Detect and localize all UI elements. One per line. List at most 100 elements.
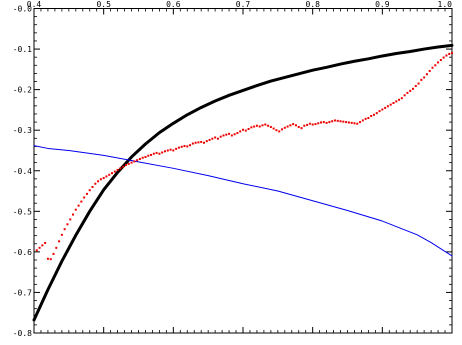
red-data-point bbox=[127, 162, 130, 165]
red-data-point bbox=[247, 127, 250, 130]
red-data-point bbox=[320, 121, 323, 124]
red-data-point bbox=[437, 61, 440, 64]
red-data-point bbox=[80, 200, 83, 203]
red-data-point bbox=[255, 124, 258, 127]
red-data-point bbox=[311, 123, 314, 126]
red-data-point bbox=[38, 246, 41, 249]
red-data-point bbox=[414, 84, 417, 87]
red-data-point bbox=[133, 160, 136, 163]
red-data-point bbox=[233, 133, 236, 136]
red-data-point bbox=[361, 119, 364, 122]
red-data-point bbox=[228, 132, 231, 135]
red-data-point bbox=[423, 76, 426, 79]
red-data-point bbox=[74, 208, 77, 211]
red-data-point bbox=[278, 130, 281, 133]
series-layer bbox=[32, 43, 454, 322]
red-data-point bbox=[175, 147, 178, 150]
red-data-point bbox=[350, 121, 353, 124]
red-data-point bbox=[166, 149, 169, 152]
red-data-point bbox=[409, 89, 412, 92]
red-data-point bbox=[386, 105, 389, 108]
x-tick-label: 1.0 bbox=[438, 0, 453, 9]
red-data-point bbox=[289, 124, 292, 127]
red-data-point bbox=[345, 121, 348, 124]
red-data-point bbox=[41, 244, 44, 247]
red-data-point bbox=[211, 137, 214, 140]
red-data-point bbox=[46, 257, 49, 260]
red-data-point bbox=[328, 121, 331, 124]
red-data-point bbox=[398, 98, 401, 101]
red-data-point bbox=[52, 252, 55, 255]
y-tick-label: -0.8 bbox=[13, 329, 32, 338]
red-data-point bbox=[147, 154, 150, 157]
black-series-line bbox=[32, 43, 454, 322]
red-data-point bbox=[111, 172, 114, 175]
red-data-point bbox=[161, 151, 164, 154]
red-data-point bbox=[451, 52, 453, 55]
red-data-point bbox=[439, 59, 442, 62]
red-data-point bbox=[347, 121, 350, 124]
red-data-point bbox=[138, 157, 141, 160]
red-data-point bbox=[275, 129, 278, 132]
red-data-point bbox=[108, 173, 111, 176]
red-data-point bbox=[122, 165, 125, 168]
red-data-point bbox=[158, 152, 161, 155]
red-data-point bbox=[264, 123, 267, 126]
red-data-point bbox=[102, 177, 105, 180]
red-data-point bbox=[306, 123, 309, 126]
red-data-point bbox=[353, 122, 356, 125]
red-data-point bbox=[370, 114, 373, 117]
y-tick-label: -0.6 bbox=[13, 248, 32, 257]
red-data-point bbox=[136, 159, 139, 162]
red-data-point bbox=[225, 133, 228, 136]
red-data-point bbox=[189, 144, 192, 147]
red-data-point bbox=[130, 161, 133, 164]
red-data-point bbox=[286, 125, 289, 128]
red-data-point bbox=[150, 153, 153, 156]
red-data-point bbox=[58, 240, 61, 243]
red-data-point bbox=[244, 129, 247, 132]
axis-tick-labels: 0.4 0.5 0.6 0.7 0.8 0.9 1.0 -0.0 -0.1 -0.2 -0.3 -0.… bbox=[13, 0, 452, 338]
red-data-point bbox=[113, 170, 116, 173]
red-data-point bbox=[325, 121, 328, 124]
y-tick-label: -0.4 bbox=[13, 167, 32, 176]
red-data-point bbox=[177, 146, 180, 149]
red-data-point bbox=[169, 148, 172, 151]
plot-frame bbox=[33, 8, 453, 334]
red-data-point bbox=[91, 185, 94, 188]
x-tick-label: 0.9 bbox=[375, 0, 390, 9]
axis-ticks bbox=[33, 8, 453, 334]
red-data-point bbox=[222, 134, 225, 137]
y-tick-label: -0.5 bbox=[13, 207, 32, 216]
red-data-point bbox=[359, 121, 362, 124]
red-data-point bbox=[230, 134, 233, 137]
x-tick-label: 0.6 bbox=[166, 0, 181, 9]
red-data-point bbox=[250, 126, 253, 129]
red-data-point bbox=[406, 91, 409, 94]
y-tick-label: -0.0 bbox=[13, 5, 32, 14]
red-data-point bbox=[339, 120, 342, 123]
red-data-point bbox=[342, 120, 345, 123]
red-data-point bbox=[294, 124, 297, 127]
red-data-point bbox=[336, 119, 339, 122]
red-data-point bbox=[214, 136, 217, 139]
red-data-point bbox=[105, 175, 108, 178]
red-data-point bbox=[85, 192, 88, 195]
red-data-point bbox=[269, 125, 272, 128]
red-data-point bbox=[197, 141, 200, 144]
red-data-point bbox=[258, 125, 261, 128]
red-data-point bbox=[400, 97, 403, 100]
red-data-point bbox=[281, 128, 284, 131]
red-data-point bbox=[364, 117, 367, 120]
red-data-point bbox=[200, 140, 203, 143]
red-data-point bbox=[144, 155, 147, 158]
red-data-point bbox=[417, 82, 420, 85]
red-data-point bbox=[425, 73, 428, 76]
red-data-point bbox=[403, 94, 406, 97]
red-data-point bbox=[88, 189, 91, 192]
red-data-point bbox=[303, 124, 306, 127]
red-data-point bbox=[331, 120, 334, 123]
red-data-point bbox=[308, 122, 311, 125]
red-data-point bbox=[83, 196, 86, 199]
red-data-point bbox=[375, 112, 378, 115]
